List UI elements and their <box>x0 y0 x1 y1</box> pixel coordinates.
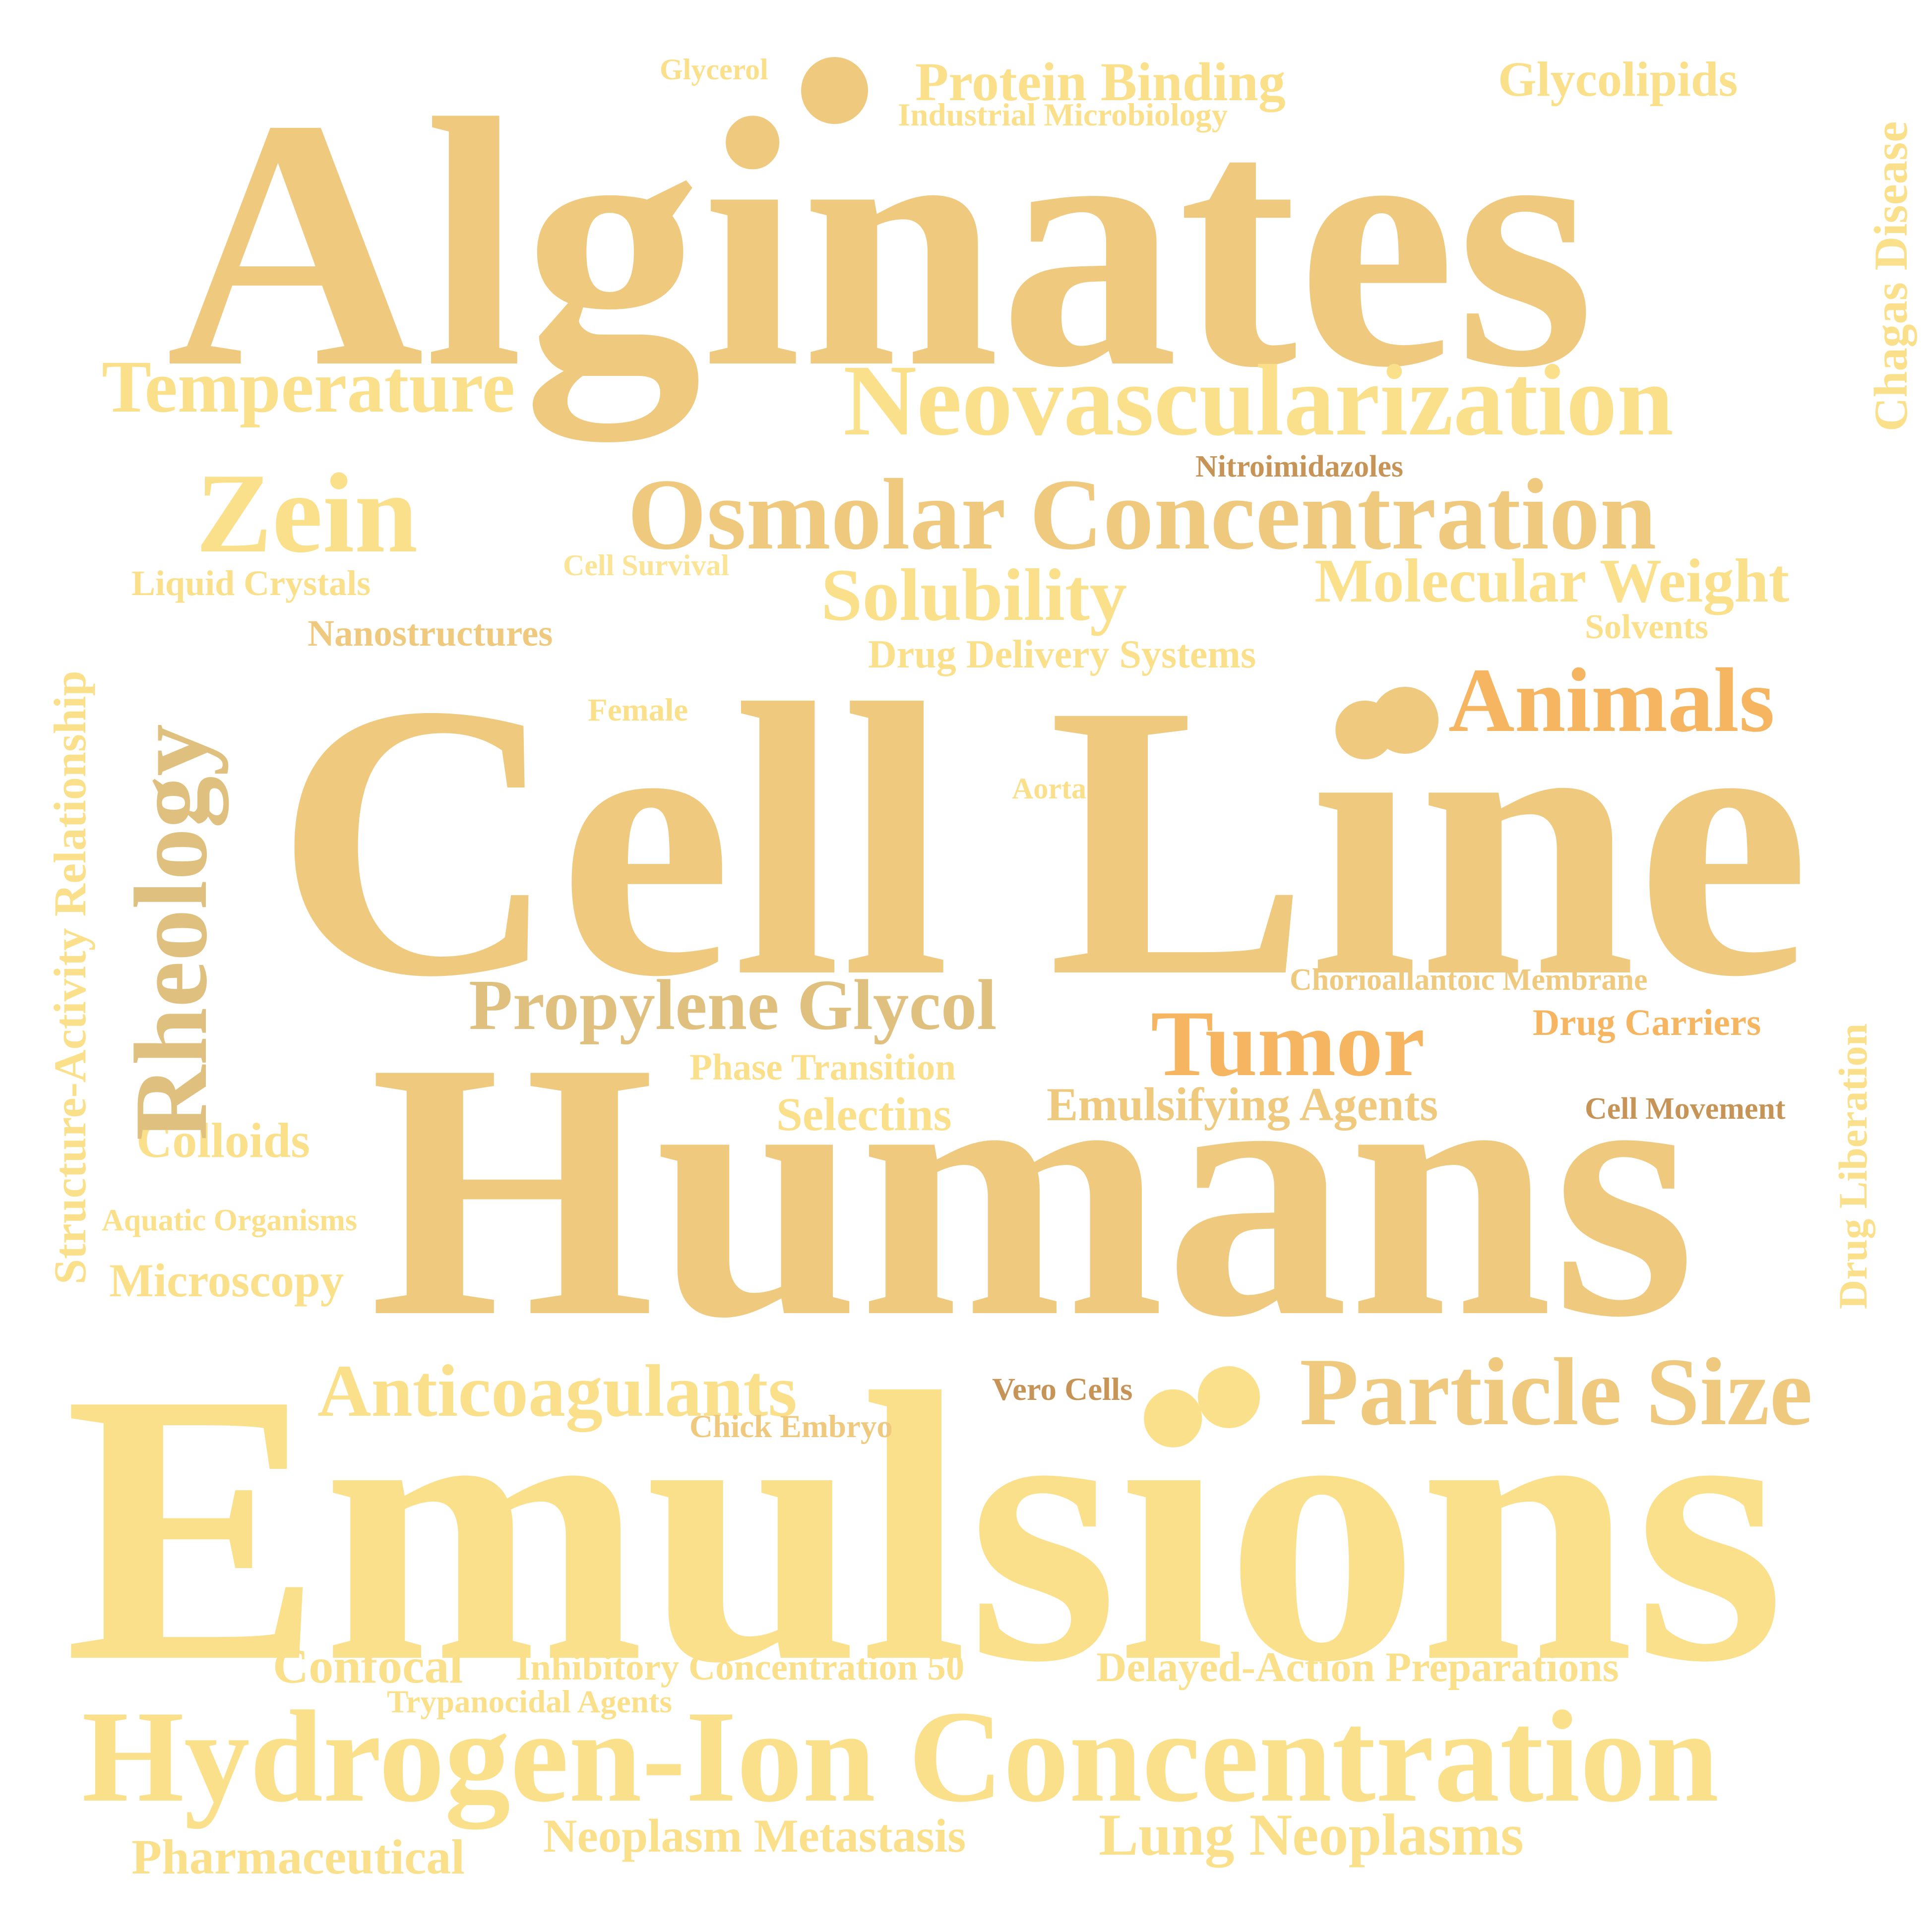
word-chorioallantoic-membrane: Chorioallantoic Membrane <box>1290 963 1648 997</box>
word-phase-transition: Phase Transition <box>689 1047 956 1088</box>
word-glycerol: Glycerol <box>660 53 768 86</box>
word-propylene-glycol: Propylene Glycol <box>469 966 997 1045</box>
word-chagas-disease: Chagas Disease <box>1865 121 1917 431</box>
word-animals: Animals <box>1448 650 1775 751</box>
word-zein: Zein <box>196 450 418 576</box>
word-rheology: Rheology <box>114 724 229 1141</box>
word-delayed-action-preparations: Delayed-Action Preparations <box>1096 1644 1619 1690</box>
dot-decoration <box>1198 1366 1260 1428</box>
word-nanostructures: Nanostructures <box>308 613 553 654</box>
word-drug-delivery-systems: Drug Delivery Systems <box>868 633 1256 676</box>
dot-decoration <box>801 57 868 124</box>
word-trypanocidal-agents: Trypanocidal Agents <box>387 1684 672 1720</box>
word-drug-liberation: Drug Liberation <box>1830 1023 1875 1309</box>
word-emulsifying-agents: Emulsifying Agents <box>1047 1078 1438 1131</box>
word-cell-survival: Cell Survival <box>563 549 730 582</box>
word-cell-movement: Cell Movement <box>1585 1092 1786 1126</box>
word-vero-cells: Vero Cells <box>992 1372 1133 1407</box>
word-particle-size: Particle Size <box>1300 1338 1813 1446</box>
word-protein-binding: Protein Binding <box>915 52 1286 112</box>
word-neovascularization: Neovascularization <box>843 344 1674 457</box>
word-nitroimidazoles: Nitroimidazoles <box>1195 450 1404 483</box>
word-anticoagulants: Anticoagulants <box>317 1350 797 1432</box>
word-solubility: Solubility <box>821 554 1127 636</box>
word-chick-embryo: Chick Embryo <box>689 1409 893 1445</box>
word-aquatic-organisms: Aquatic Organisms <box>102 1204 357 1237</box>
word-selectins: Selectins <box>776 1088 952 1141</box>
word-humans: Humans <box>370 987 1696 1393</box>
word-emulsions: Emulsions <box>64 1313 1785 1742</box>
word-osmolar-concentration: Osmolar Concentration <box>627 458 1657 571</box>
word-confocal: Confocal <box>273 1638 463 1693</box>
word-tumor: Tumor <box>1151 992 1425 1096</box>
word-alginates: Alginates <box>166 45 1595 441</box>
word-liquid-crystals: Liquid Crystals <box>131 563 371 603</box>
word-lung-neoplasms: Lung Neoplasms <box>1099 1802 1524 1868</box>
word-colloids: Colloids <box>136 1113 311 1168</box>
word-hydrogen-ion-concentration: Hydrogen-Ion Concentration <box>82 1684 1719 1829</box>
word-temperature: Temperature <box>102 346 515 428</box>
word-structure-activity-relationship: Structure-Activity Relationship <box>45 670 95 1284</box>
dot-decoration <box>1371 687 1438 754</box>
word-microscopy: Microscopy <box>109 1254 344 1307</box>
word-solvents: Solvents <box>1585 608 1708 646</box>
word-industrial-microbiology: Industrial Microbiology <box>898 97 1228 133</box>
word-inhibitory-concentration-50: Inhibitory Concentration 50 <box>516 1647 965 1688</box>
word-drug-carriers: Drug Carriers <box>1533 1002 1761 1043</box>
word-female: Female <box>588 692 688 728</box>
word-neoplasm-metastasis: Neoplasm Metastasis <box>543 1810 966 1862</box>
word-aorta: Aorta <box>1012 772 1086 805</box>
word-molecular-weight: Molecular Weight <box>1314 547 1790 615</box>
word-cell-line: Cell Line <box>275 623 1810 1057</box>
word-pharmaceutical: Pharmaceutical <box>131 1829 465 1884</box>
word-glycolipids: Glycolipids <box>1498 52 1738 107</box>
